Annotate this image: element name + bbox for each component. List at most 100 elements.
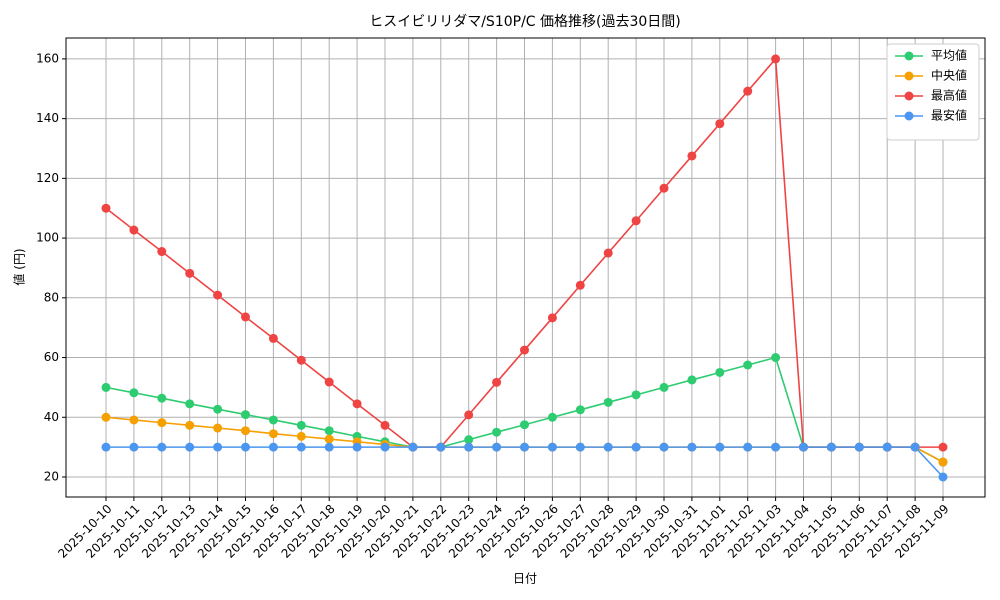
data-point	[854, 442, 864, 452]
data-point	[659, 382, 669, 392]
data-point	[380, 442, 390, 452]
data-point	[492, 427, 502, 437]
y-tick-label: 140	[36, 111, 59, 125]
data-point	[771, 54, 781, 64]
y-tick-label: 100	[36, 231, 59, 245]
data-point	[408, 442, 418, 452]
data-point	[380, 420, 390, 430]
data-point	[575, 280, 585, 290]
legend-label: 平均値	[931, 48, 967, 63]
legend-marker	[904, 51, 914, 61]
data-point	[631, 442, 641, 452]
data-point	[436, 442, 446, 452]
data-point	[268, 333, 278, 343]
data-point	[296, 442, 306, 452]
data-point	[129, 388, 139, 398]
legend-label: 最高値	[931, 88, 967, 103]
data-point	[799, 442, 808, 452]
data-point	[464, 410, 474, 420]
y-tick-label: 20	[44, 469, 59, 483]
data-point	[603, 442, 613, 452]
data-point	[213, 442, 223, 452]
y-axis-label: 値 (円)	[12, 248, 27, 285]
grid	[66, 38, 985, 497]
data-point	[157, 418, 167, 428]
data-point	[185, 420, 195, 430]
y-tick-label: 80	[44, 290, 59, 304]
data-point	[826, 442, 836, 452]
data-point	[464, 435, 474, 445]
data-point	[129, 225, 139, 235]
data-point	[157, 393, 167, 403]
data-point	[464, 442, 474, 452]
data-point	[492, 377, 502, 387]
y-tick-label: 60	[44, 350, 59, 364]
data-point	[547, 442, 557, 452]
data-point	[520, 442, 529, 452]
data-point	[185, 399, 195, 409]
data-point	[241, 442, 250, 452]
data-point	[213, 404, 223, 414]
data-point	[101, 442, 111, 452]
data-point	[101, 203, 111, 213]
legend-marker	[904, 71, 914, 81]
data-point	[324, 442, 334, 452]
data-point	[631, 390, 641, 400]
data-point	[241, 410, 250, 420]
data-point	[603, 397, 613, 407]
data-point	[101, 382, 111, 392]
data-point	[547, 412, 557, 422]
data-point	[241, 312, 250, 322]
data-point	[352, 399, 362, 409]
data-point	[938, 442, 948, 452]
legend-marker	[904, 111, 914, 121]
data-point	[575, 405, 585, 415]
data-point	[771, 353, 781, 363]
legend-marker	[904, 91, 914, 101]
data-point	[268, 429, 278, 439]
data-point	[687, 375, 697, 385]
data-point	[659, 183, 669, 193]
data-point	[101, 412, 111, 422]
data-point	[268, 415, 278, 425]
data-point	[213, 290, 223, 300]
data-point	[157, 247, 167, 257]
data-point	[575, 442, 585, 452]
data-point	[296, 431, 306, 441]
data-point	[771, 442, 781, 452]
data-point	[296, 420, 306, 430]
data-point	[296, 355, 306, 365]
x-axis-label: 日付	[513, 572, 537, 586]
y-tick-label: 40	[44, 410, 59, 424]
data-point	[938, 472, 948, 482]
data-point	[185, 268, 195, 278]
data-point	[743, 360, 753, 370]
data-point	[743, 86, 753, 96]
data-point	[910, 442, 920, 452]
data-point	[492, 442, 502, 452]
y-tick-label: 120	[36, 171, 59, 185]
data-point	[129, 442, 139, 452]
data-point	[324, 434, 334, 444]
data-point	[185, 442, 195, 452]
data-point	[129, 415, 139, 425]
data-point	[631, 216, 641, 226]
legend-label: 最安値	[931, 108, 967, 123]
data-point	[157, 442, 167, 452]
data-point	[743, 442, 753, 452]
data-point	[715, 442, 725, 452]
legend-label: 中央値	[931, 68, 967, 83]
data-point	[268, 442, 278, 452]
data-point	[547, 313, 557, 323]
data-point	[603, 248, 613, 258]
data-point	[324, 377, 334, 387]
plot-frame	[65, 37, 986, 498]
data-point	[715, 367, 725, 377]
data-point	[687, 442, 697, 452]
data-point	[715, 119, 725, 129]
data-point	[520, 420, 529, 430]
chart-title: ヒスイビリリダマ/S10P/C 価格推移(過去30日間)	[369, 14, 681, 30]
data-point	[882, 442, 892, 452]
